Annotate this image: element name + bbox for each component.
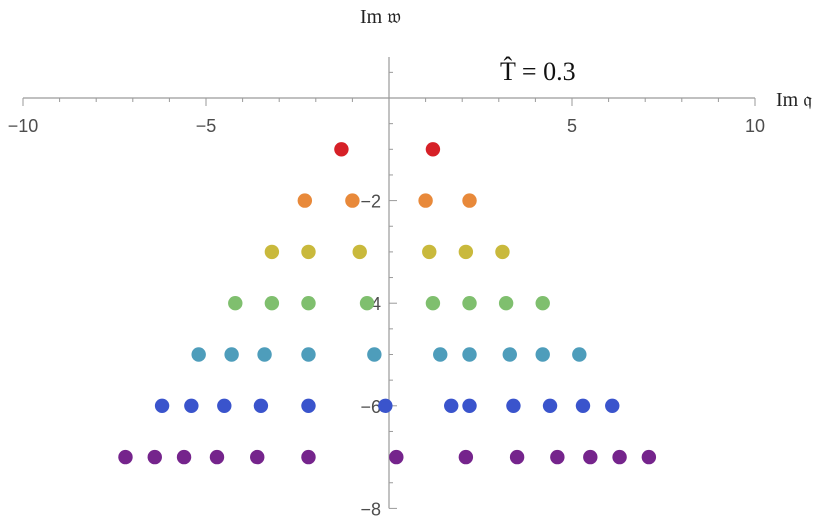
data-point <box>301 398 316 413</box>
data-point <box>367 347 382 362</box>
data-point <box>458 449 474 465</box>
data-point <box>264 244 280 260</box>
data-point <box>418 193 433 208</box>
x-tick-label: −10 <box>8 116 39 136</box>
y-tick-label: −2 <box>360 192 381 212</box>
data-point <box>378 398 393 413</box>
data-point <box>535 296 550 311</box>
data-point <box>176 449 192 465</box>
y-tick-label: −6 <box>360 397 381 417</box>
data-points <box>118 142 657 465</box>
y-axis-label: Im 𝔴 <box>360 6 401 28</box>
data-point <box>217 398 232 413</box>
data-point <box>509 449 525 465</box>
data-point <box>389 449 404 465</box>
x-tick-label: 5 <box>567 116 577 136</box>
data-point <box>359 296 375 311</box>
data-point <box>301 347 316 362</box>
data-point <box>583 449 598 465</box>
data-point <box>301 449 316 465</box>
data-point <box>301 296 316 311</box>
data-point <box>502 347 517 362</box>
data-point <box>462 347 477 362</box>
data-point <box>154 398 170 413</box>
data-point <box>147 449 162 465</box>
data-point <box>301 244 316 260</box>
data-point <box>462 296 477 311</box>
data-point <box>224 347 239 362</box>
data-point <box>495 244 510 260</box>
data-point <box>612 449 627 465</box>
data-point <box>572 347 587 362</box>
data-point <box>264 296 280 311</box>
data-point <box>550 449 565 465</box>
data-point <box>425 142 441 157</box>
data-point <box>184 398 199 413</box>
data-point <box>506 398 521 413</box>
temperature-annotation: T̂ = 0.3 <box>500 57 576 86</box>
data-point <box>458 244 474 260</box>
data-point <box>118 449 133 465</box>
data-point <box>297 193 313 208</box>
data-point <box>462 193 477 208</box>
y-tick-label: −8 <box>360 499 381 519</box>
data-point <box>425 296 441 311</box>
data-point <box>422 244 437 260</box>
data-point <box>352 244 367 260</box>
data-point <box>433 347 448 362</box>
data-point <box>641 449 657 465</box>
x-tick-label: −5 <box>196 116 217 136</box>
data-point <box>535 347 550 362</box>
data-point <box>605 398 620 413</box>
data-point <box>228 296 243 311</box>
data-point <box>542 398 558 413</box>
data-point <box>250 449 265 465</box>
data-point <box>253 398 269 413</box>
x-ticks: −10 −5 5 10 <box>8 98 765 136</box>
data-point <box>575 398 591 413</box>
data-point <box>191 347 206 362</box>
data-point <box>257 347 272 362</box>
data-point <box>334 142 349 157</box>
data-point <box>345 193 360 208</box>
x-axis-label: Im 𝔮 <box>776 89 812 111</box>
data-point <box>444 398 459 413</box>
data-point <box>498 296 514 311</box>
x-tick-label: 10 <box>745 116 765 136</box>
data-point <box>209 449 225 465</box>
data-point <box>462 398 477 413</box>
